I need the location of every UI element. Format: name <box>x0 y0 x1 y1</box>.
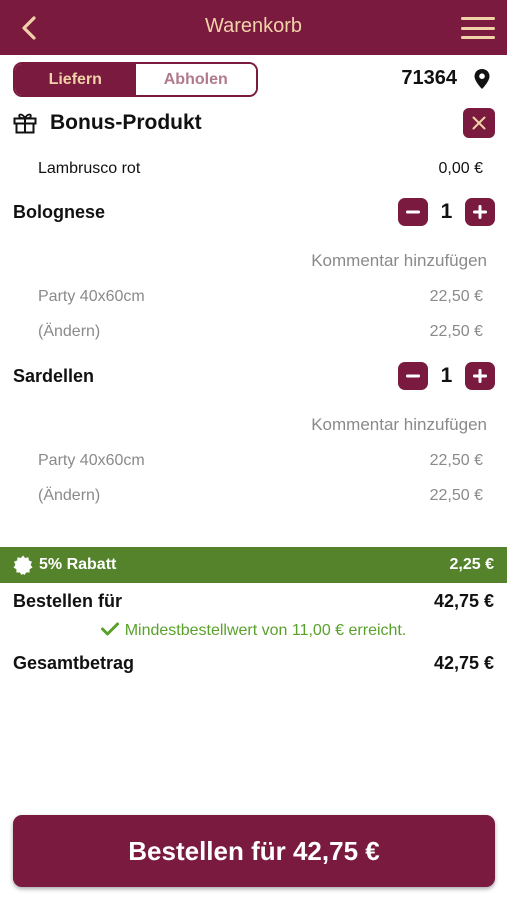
quantity-value: 1 <box>440 364 453 387</box>
chevron-left-icon <box>22 16 36 40</box>
page-title: Warenkorb <box>204 15 303 37</box>
increase-quantity-button[interactable] <box>465 198 495 226</box>
product-option-label: Party 40x60cm <box>38 452 145 469</box>
app-header: Warenkorb <box>0 0 507 55</box>
add-comment-link[interactable]: Kommentar hinzufügen <box>311 251 487 270</box>
edit-product-link[interactable]: (Ändern) <box>38 323 101 340</box>
bonus-item-price: 0,00 € <box>438 160 483 177</box>
checkmark-icon <box>100 622 119 636</box>
discount-value: 2,25 € <box>449 556 494 573</box>
product-line-price: 22,50 € <box>429 487 483 504</box>
toggle-liefern[interactable]: Liefern <box>15 64 136 95</box>
min-order-message: Mindestbestellwert von 11,00 € erreicht. <box>0 622 507 640</box>
edit-product-link[interactable]: (Ändern) <box>38 487 101 504</box>
product-line-price: 22,50 € <box>429 323 483 340</box>
map-pin-icon[interactable] <box>473 68 491 90</box>
total-value: 42,75 € <box>433 653 494 673</box>
bonus-product-header: Bonus-Produkt <box>13 108 495 140</box>
increase-quantity-button[interactable] <box>465 362 495 390</box>
place-order-button[interactable]: Bestellen für 42,75 € <box>13 815 495 887</box>
minus-icon <box>406 374 420 378</box>
total-label: Gesamtbetrag <box>13 653 135 673</box>
quantity-stepper: 1 <box>398 362 495 392</box>
remove-bonus-button[interactable] <box>463 108 495 138</box>
product-title: Bolognese <box>13 202 106 222</box>
postcode[interactable]: 71364 <box>401 67 457 89</box>
bonus-item-name: Lambrusco rot <box>38 160 141 177</box>
minus-icon <box>406 210 420 214</box>
bonus-product-title: Bonus-Produkt <box>50 111 202 134</box>
product-option-price: 22,50 € <box>429 452 483 469</box>
discount-badge-icon <box>13 555 33 575</box>
product-title: Sardellen <box>13 366 95 386</box>
delivery-mode-toggle: Liefern Abholen <box>13 62 258 97</box>
hamburger-menu-icon[interactable] <box>461 14 495 42</box>
product-option-price: 22,50 € <box>429 288 483 305</box>
plus-icon <box>473 369 487 383</box>
discount-bar: 5% Rabatt 2,25 € <box>0 547 507 583</box>
decrease-quantity-button[interactable] <box>398 198 428 226</box>
back-button[interactable] <box>16 14 42 42</box>
close-icon <box>472 116 486 130</box>
decrease-quantity-button[interactable] <box>398 362 428 390</box>
product-option-label: Party 40x60cm <box>38 288 145 305</box>
order-for-label: Bestellen für <box>13 591 123 611</box>
min-order-text: Mindestbestellwert von 11,00 € erreicht. <box>124 622 407 639</box>
quantity-value: 1 <box>440 200 453 223</box>
gift-icon <box>13 113 37 134</box>
order-for-value: 42,75 € <box>433 591 494 611</box>
discount-label: 5% Rabatt <box>39 556 117 573</box>
plus-icon <box>473 205 487 219</box>
quantity-stepper: 1 <box>398 198 495 228</box>
add-comment-link[interactable]: Kommentar hinzufügen <box>311 415 487 434</box>
toggle-abholen[interactable]: Abholen <box>135 64 256 95</box>
